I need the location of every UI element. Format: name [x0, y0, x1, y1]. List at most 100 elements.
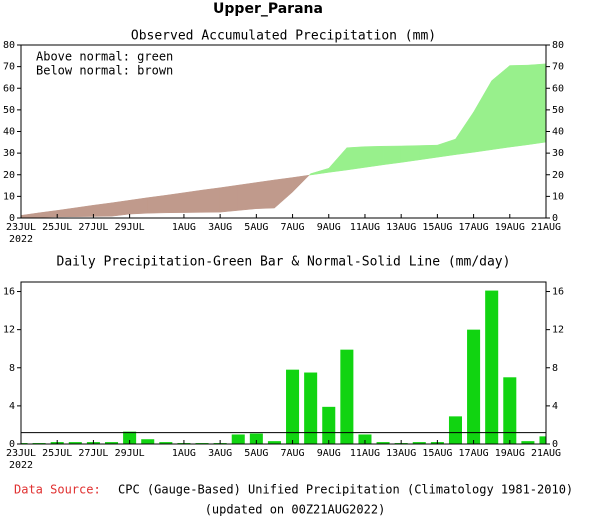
bar — [503, 377, 517, 444]
chart-title: Daily Precipitation-Green Bar & Normal-S… — [57, 255, 511, 270]
bar — [286, 369, 300, 444]
difference-fill — [111, 199, 130, 217]
x-tick-label: 11AUG — [350, 448, 380, 459]
difference-fill — [419, 144, 438, 161]
difference-fill — [346, 146, 366, 171]
x-tick-label: 7AUG — [281, 222, 305, 233]
y2-tick-label: 10 — [552, 191, 564, 202]
difference-fill — [56, 207, 76, 218]
y-tick-label: 8 — [9, 363, 15, 374]
bar — [231, 434, 245, 444]
y-tick-label: 20 — [3, 170, 15, 181]
x-tick-label: 25JUL — [42, 448, 72, 459]
x-tick-label: 27JUL — [78, 222, 108, 233]
x-tick-label: 9AUG — [317, 448, 341, 459]
x-tick-label: 27JUL — [78, 448, 108, 459]
x-tick-label: 11AUG — [350, 222, 380, 233]
updated-note: (updated on 00Z21AUG2022) — [205, 503, 386, 517]
x-tick-label: 3AUG — [208, 448, 232, 459]
bar — [467, 329, 481, 444]
x-tick-label: 5AUG — [244, 222, 268, 233]
y-tick-label: 16 — [3, 287, 15, 298]
x-tick-label: 1AUG — [172, 448, 196, 459]
difference-fill — [310, 167, 330, 176]
x-tick-label: 21AUG — [531, 448, 561, 459]
x-year-label: 2022 — [9, 234, 33, 245]
y2-tick-label: 60 — [552, 83, 564, 94]
difference-fill — [93, 202, 112, 217]
bar — [267, 441, 281, 444]
difference-fill — [473, 79, 492, 153]
y2-tick-label: 4 — [552, 401, 558, 412]
y-tick-label: 80 — [3, 40, 15, 51]
difference-fill — [256, 179, 275, 209]
bar — [358, 434, 372, 444]
y2-tick-label: 50 — [552, 105, 564, 116]
x-tick-label: 29JUL — [115, 222, 145, 233]
difference-fill — [382, 145, 402, 166]
x-tick-label: 13AUG — [386, 222, 416, 233]
difference-fill — [165, 192, 185, 214]
plot-area — [21, 63, 546, 218]
difference-fill — [237, 182, 257, 211]
difference-fill — [455, 111, 474, 155]
y-tick-label: 60 — [3, 83, 15, 94]
difference-fill — [147, 195, 167, 214]
difference-fill — [183, 189, 203, 213]
y-tick-label: 0 — [9, 213, 15, 224]
difference-fill — [21, 212, 40, 218]
y-tick-label: 0 — [9, 439, 15, 450]
bar — [159, 442, 173, 444]
bar — [448, 416, 462, 444]
y2-tick-label: 16 — [552, 287, 564, 298]
bar — [521, 441, 535, 444]
y2-tick-label: 0 — [552, 439, 558, 450]
x-tick-label: 19AUG — [495, 222, 525, 233]
bar — [322, 406, 336, 444]
bar — [376, 442, 390, 444]
bar — [123, 431, 137, 444]
x-tick-label: 1AUG — [172, 222, 196, 233]
x-tick-label: 9AUG — [317, 222, 341, 233]
difference-fill — [527, 63, 546, 145]
x-tick-label: 15AUG — [422, 222, 452, 233]
x-tick-label: 7AUG — [281, 448, 305, 459]
x-tick-label: 23JUL — [6, 448, 36, 459]
x-tick-label: 13AUG — [386, 448, 416, 459]
legend-note: Below normal: brown — [36, 64, 173, 78]
x-year-label: 2022 — [9, 460, 33, 471]
plot-frame — [20, 281, 547, 445]
y2-tick-label: 12 — [552, 325, 564, 336]
y-tick-label: 40 — [3, 127, 15, 138]
bar — [539, 436, 546, 444]
difference-fill — [201, 187, 221, 213]
difference-fill — [129, 197, 148, 215]
y-tick-label: 30 — [3, 148, 15, 159]
x-tick-label: 15AUG — [422, 448, 452, 459]
y2-tick-label: 8 — [552, 363, 558, 374]
y2-tick-label: 20 — [552, 170, 564, 181]
difference-fill — [400, 145, 420, 163]
x-tick-label: 17AUG — [459, 448, 489, 459]
x-tick-label: 29JUL — [115, 448, 145, 459]
plot-area — [21, 290, 546, 444]
bar — [412, 442, 426, 444]
y-tick-label: 12 — [3, 325, 15, 336]
y-tick-label: 4 — [9, 401, 15, 412]
bar — [249, 433, 263, 444]
y2-tick-label: 70 — [552, 62, 564, 73]
y-tick-label: 10 — [3, 191, 15, 202]
bar — [340, 349, 354, 444]
source-text: CPC (Gauge-Based) Unified Precipitation … — [118, 483, 573, 497]
x-tick-label: 21AUG — [531, 222, 561, 233]
difference-fill — [38, 210, 58, 218]
chart-title: Observed Accumulated Precipitation (mm) — [131, 29, 436, 44]
x-tick-label: 3AUG — [208, 222, 232, 233]
difference-fill — [274, 177, 293, 209]
x-tick-label: 25JUL — [42, 222, 72, 233]
x-tick-label: 17AUG — [459, 222, 489, 233]
source-label: Data Source: — [14, 483, 101, 497]
difference-fill — [328, 147, 348, 173]
bar — [68, 442, 82, 444]
